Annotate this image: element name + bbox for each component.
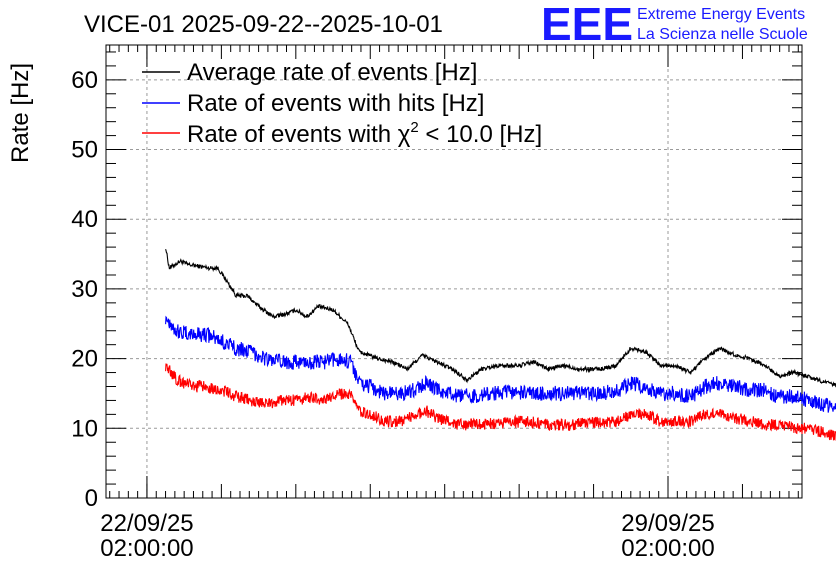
- y-axis-label: Rate [Hz]: [7, 63, 34, 163]
- y-tick-label: 40: [71, 206, 98, 233]
- y-tick-label: 50: [71, 137, 98, 164]
- legend-chi2-symbol: χ: [398, 121, 411, 148]
- legend-chi2-prefix: Rate of events with: [187, 121, 398, 148]
- legend-chi2-sup: 2: [410, 119, 418, 136]
- y-tick-label: 60: [71, 67, 98, 94]
- eee-logo-letters: EEE: [541, 0, 633, 50]
- y-tick-label: 30: [71, 276, 98, 303]
- y-tick-label: 10: [71, 415, 98, 442]
- logo-line-2: La Scienza nelle Scuole: [637, 26, 808, 43]
- chart-title: VICE-01 2025-09-22--2025-10-01: [84, 11, 443, 38]
- y-tick-label: 0: [85, 485, 98, 512]
- series-line-2: [165, 363, 836, 441]
- grid: [106, 45, 802, 498]
- axes: 010203040506022/09/2502:00:0029/09/2502:…: [71, 45, 802, 562]
- legend: Average rate of events [Hz] Rate of even…: [142, 59, 542, 148]
- y-tick-label: 20: [71, 346, 98, 373]
- logo-line-1: Extreme Energy Events: [637, 6, 805, 23]
- legend-label-hits: Rate of events with hits [Hz]: [187, 90, 484, 117]
- x-tick-label-time: 02:00:00: [100, 535, 193, 562]
- series-layer: [165, 249, 836, 441]
- x-tick-label-date: 29/09/25: [621, 510, 714, 537]
- eee-logo: EEE Extreme Energy Events La Scienza nel…: [541, 0, 808, 50]
- series-line-1: [165, 315, 836, 413]
- series-line-0: [165, 249, 836, 388]
- x-tick-label-date: 22/09/25: [100, 510, 193, 537]
- x-tick-label-time: 02:00:00: [621, 535, 714, 562]
- legend-label-chi2: Rate of events with χ2 < 10.0 [Hz]: [187, 119, 542, 148]
- legend-chi2-suffix: < 10.0 [Hz]: [419, 121, 542, 148]
- legend-label-avg: Average rate of events [Hz]: [187, 59, 477, 86]
